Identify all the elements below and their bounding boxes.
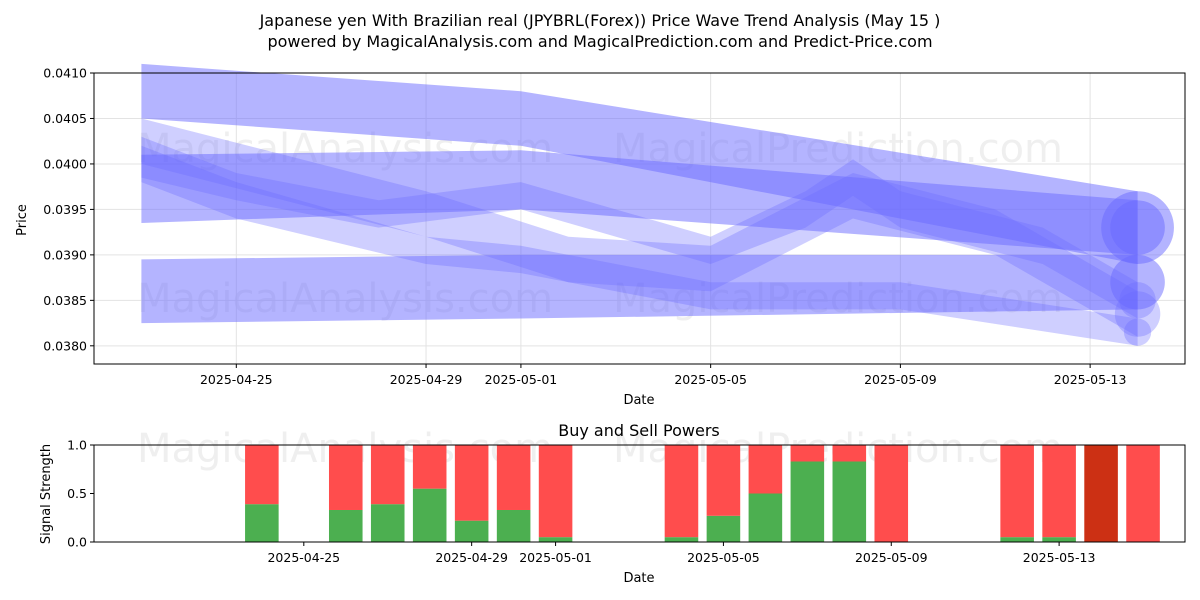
buy-power-bar	[790, 461, 825, 542]
price-x-tick-label: 2025-04-25	[200, 372, 273, 387]
price-wave-band	[141, 136, 1138, 319]
price-plot-frame	[93, 72, 1186, 365]
price-wave-band	[141, 150, 1138, 255]
price-y-tick-label: 0.0390	[43, 247, 87, 262]
buy-power-bar	[412, 488, 447, 542]
signal-y-tick-label: 0.5	[67, 486, 87, 501]
signal-y-tick-label: 0.0	[67, 535, 87, 550]
sell-power-bar	[706, 445, 741, 516]
sell-power-bar	[1000, 445, 1034, 538]
buy-power-bar	[328, 509, 363, 542]
signal-y-ticks: 0.0 0.5 1.0	[67, 438, 94, 550]
signal-y-axis-label: Signal Strength	[39, 444, 54, 544]
price-x-tick-label: 2025-05-13	[1054, 372, 1127, 387]
price-x-tick-label: 2025-05-01	[485, 372, 558, 387]
price-y-ticks: 0.0380 0.0385 0.0390 0.0395 0.0400 0.0405 0.04…	[43, 66, 94, 353]
sell-power-bar	[832, 445, 867, 462]
sell-power-bar	[245, 445, 279, 505]
sell-power-bar	[1084, 445, 1118, 542]
buy-power-bar	[1000, 537, 1034, 542]
sell-power-bar	[748, 445, 783, 494]
price-wave-band-cap	[1123, 318, 1152, 346]
buy-power-bar	[538, 537, 573, 542]
sell-power-bar	[538, 445, 573, 538]
price-wave-band	[141, 118, 1138, 337]
price-y-tick-label: 0.0410	[43, 66, 87, 81]
buy-power-bar	[245, 504, 279, 542]
price-x-axis-label: Date	[623, 393, 654, 408]
sell-power-bar	[454, 445, 489, 521]
price-wave-band	[141, 254, 1138, 324]
price-x-ticks: 2025-04-25 2025-04-29 2025-05-01 2025-05-05…	[200, 364, 1126, 387]
price-x-tick-label: 2025-05-09	[864, 372, 937, 387]
signal-y-tick-label: 1.0	[67, 438, 87, 453]
buy-power-bar	[706, 515, 741, 542]
chart-title-line1: Japanese yen With Brazilian real (JPYBRL…	[259, 11, 941, 30]
price-wave-band-cap	[1110, 254, 1165, 310]
price-y-tick-label: 0.0385	[43, 293, 87, 308]
price-y-tick-label: 0.0395	[43, 202, 87, 217]
price-wave-band-cap	[1110, 200, 1165, 255]
buy-power-bar	[496, 509, 531, 542]
signal-x-axis-label: Date	[623, 571, 654, 586]
price-y-tick-label: 0.0380	[43, 338, 87, 353]
signal-chart-title: Buy and Sell Powers	[558, 421, 720, 440]
price-x-tick-label: 2025-05-05	[674, 372, 747, 387]
buy-power-bar	[1042, 537, 1076, 542]
price-y-tick-label: 0.0400	[43, 156, 87, 171]
signal-x-tick-label: 2025-04-25	[267, 550, 340, 565]
signal-x-tick-label: 2025-04-29	[435, 550, 508, 565]
sell-power-bar	[328, 445, 363, 510]
signal-x-tick-label: 2025-05-13	[1023, 550, 1096, 565]
sell-power-bar	[664, 445, 699, 538]
sell-power-bar	[370, 445, 405, 505]
price-wave-band-cap	[1119, 282, 1156, 319]
signal-x-tick-label: 2025-05-09	[855, 550, 928, 565]
signal-bars	[245, 445, 1160, 542]
price-wave-band-cap	[1114, 291, 1161, 337]
signal-x-tick-label: 2025-05-01	[519, 550, 592, 565]
price-y-axis-label: Price	[15, 204, 30, 236]
buy-power-bar	[832, 461, 867, 542]
price-wave-bands	[141, 63, 1174, 346]
price-x-tick-label: 2025-04-29	[390, 372, 463, 387]
sell-power-bar	[496, 445, 531, 510]
sell-power-bar	[874, 445, 909, 542]
sell-power-bar	[790, 445, 825, 462]
signal-x-tick-label: 2025-05-05	[687, 550, 760, 565]
buy-power-bar	[748, 493, 783, 542]
signal-x-ticks: 2025-04-25 2025-04-29 2025-05-01 2025-05-05…	[267, 542, 1095, 565]
price-y-tick-label: 0.0405	[43, 111, 87, 126]
chart-title-line2: powered by MagicalAnalysis.com and Magic…	[267, 32, 932, 51]
sell-power-bar	[412, 445, 447, 489]
buy-power-bar	[664, 537, 699, 542]
price-wave-band	[141, 145, 1138, 346]
sell-power-bar	[1126, 445, 1160, 542]
buy-power-bar	[454, 520, 489, 542]
buy-power-bar	[370, 504, 405, 542]
sell-power-bar	[1042, 445, 1076, 538]
